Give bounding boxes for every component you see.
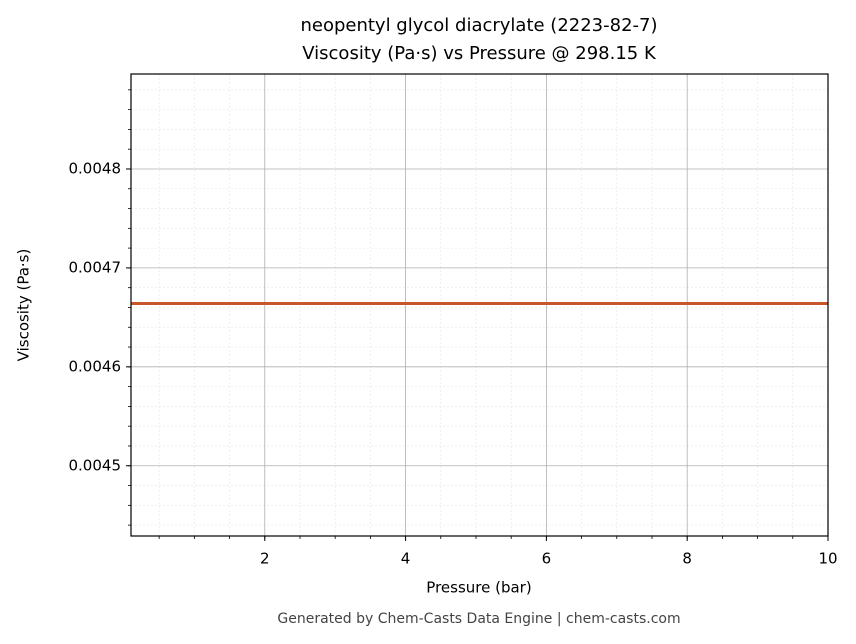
plot-frame <box>130 73 829 537</box>
y-tick-label: 0.0046 <box>69 357 122 375</box>
y-tick-label: 0.0045 <box>69 456 122 474</box>
chart-subtitle: Viscosity (Pa·s) vs Pressure @ 298.15 K <box>302 43 657 64</box>
x-axis-label: Pressure (bar) <box>426 579 531 597</box>
y-tick-label: 0.0047 <box>69 258 122 276</box>
y-axis-label: Viscosity (Pa·s) <box>15 249 33 362</box>
chart-title: neopentyl glycol diacrylate (2223-82-7) <box>300 15 657 36</box>
y-tick-label: 0.0048 <box>69 159 122 177</box>
x-tick-label: 8 <box>682 550 692 568</box>
x-tick-label: 6 <box>542 550 552 568</box>
x-tick-label: 10 <box>818 550 837 568</box>
x-tick-label: 2 <box>260 550 270 568</box>
footer: Generated by Chem-Casts Data Engine | ch… <box>277 611 680 627</box>
x-tick-label: 4 <box>401 550 411 568</box>
